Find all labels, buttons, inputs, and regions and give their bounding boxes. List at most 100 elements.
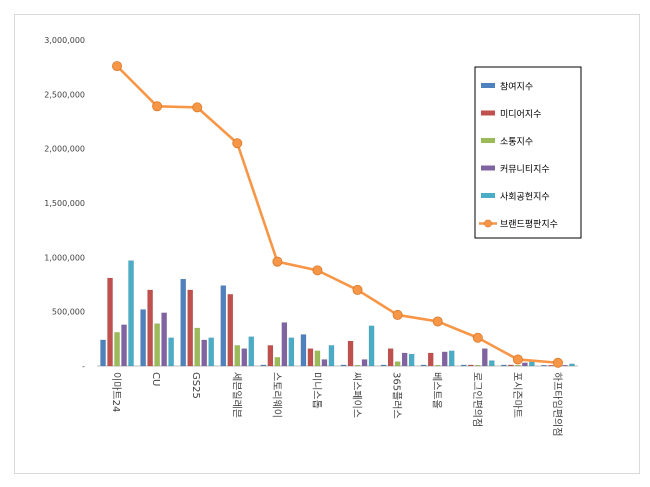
legend-swatch-사회공헌지수	[481, 193, 495, 198]
bar-사회공헌지수-로그인편의점	[488, 360, 495, 367]
bar-커뮤니티지수-베스트올	[441, 351, 448, 367]
bar-참여지수-세븐일레븐	[220, 285, 227, 367]
bar-미디어지수-GS25	[187, 289, 194, 367]
bar-미디어지수-하프타임편의점	[548, 365, 554, 367]
bar-커뮤니티지수-로그인편의점	[481, 348, 488, 367]
bar-미디어지수-포시즌마트	[508, 364, 514, 367]
legend-label: 커뮤니티지수	[500, 164, 550, 175]
legend-label: 미디어지수	[500, 109, 541, 120]
bar-커뮤니티지수-이마트24	[121, 324, 127, 367]
legend-swatch-커뮤니티지수	[481, 165, 495, 171]
legend-swatch-소통지수	[481, 138, 495, 143]
y-tick-label: 500,000	[52, 308, 85, 317]
bar-참여지수-씨스페이스	[340, 364, 347, 367]
x-tick-label: GS25	[190, 372, 201, 399]
bar-사회공헌지수-포시즌마트	[529, 361, 535, 367]
x-tick-label: 미니스톱	[310, 372, 322, 409]
bar-커뮤니티지수-씨스페이스	[361, 359, 368, 367]
bar-미디어지수-미니스톱	[307, 348, 314, 367]
line-브랜드평판지수	[116, 65, 559, 365]
bar-소통지수-씨스페이스	[354, 365, 361, 367]
bar-미디어지수-로그인편의점	[467, 364, 474, 367]
bar-커뮤니티지수-포시즌마트	[522, 362, 528, 367]
bar-커뮤니티지수-365플러스	[401, 352, 408, 367]
x-tick-label: 이마트24	[110, 372, 122, 412]
bar-소통지수-CU	[154, 323, 160, 367]
x-tick-label: CU	[150, 372, 161, 386]
bar-소통지수-세븐일레븐	[234, 345, 241, 367]
bar-미디어지수-이마트24	[107, 277, 113, 367]
bars	[100, 260, 575, 367]
legend-label: 소통지수	[500, 137, 533, 148]
bar-소통지수-스토리웨이	[274, 357, 281, 367]
point-GS25	[192, 102, 203, 113]
legend-swatch-marker	[484, 219, 492, 228]
bar-참여지수-이마트24	[100, 339, 106, 367]
bar-사회공헌지수-미니스톱	[328, 345, 335, 367]
bar-커뮤니티지수-하프타임편의점	[562, 365, 568, 367]
bar-참여지수-미니스톱	[300, 334, 307, 367]
point-로그인편의점	[472, 332, 483, 343]
bar-소통지수-베스트올	[434, 365, 441, 367]
bar-미디어지수-365플러스	[387, 348, 394, 367]
point-씨스페이스	[352, 284, 363, 295]
bar-사회공헌지수-GS25	[208, 337, 215, 367]
x-tick-label: 세븐일레븐	[230, 372, 242, 418]
point-이마트24	[112, 61, 123, 72]
bar-커뮤니티지수-세븐일레븐	[241, 348, 248, 367]
bar-소통지수-GS25	[194, 327, 201, 367]
bar-사회공헌지수-세븐일레븐	[248, 336, 255, 367]
bar-참여지수-CU	[140, 309, 146, 367]
point-스토리웨이	[272, 256, 283, 267]
y-tick-label: -	[82, 362, 85, 371]
bar-참여지수-베스트올	[420, 364, 427, 367]
bar-미디어지수-CU	[147, 289, 153, 367]
bar-미디어지수-세븐일레븐	[227, 294, 234, 367]
bar-커뮤니티지수-스토리웨이	[281, 322, 288, 367]
bar-참여지수-포시즌마트	[501, 364, 507, 367]
bar-참여지수-하프타임편의점	[541, 365, 547, 367]
bar-소통지수-미니스톱	[314, 350, 321, 367]
legend-label: 사회공헌지수	[500, 192, 550, 203]
point-CU	[152, 101, 163, 112]
bar-참여지수-365플러스	[380, 364, 387, 367]
y-tick-label: 2,000,000	[44, 145, 85, 154]
bar-사회공헌지수-씨스페이스	[368, 325, 375, 367]
bar-사회공헌지수-베스트올	[448, 350, 455, 367]
y-tick-label: 3,000,000	[44, 36, 85, 45]
x-tick-label: 베스트올	[431, 372, 443, 409]
bar-미디어지수-스토리웨이	[267, 345, 274, 367]
bar-사회공헌지수-365플러스	[408, 353, 415, 367]
axes: - 500,000 1,000,000 1,500,000 2,000,000 2,500…	[44, 36, 578, 436]
bar-참여지수-GS25	[180, 278, 187, 367]
bar-소통지수-로그인편의점	[474, 365, 481, 367]
point-세븐일레븐	[232, 138, 243, 149]
x-tick-label: 하프타임편의점	[551, 372, 564, 436]
x-tick-label: 로그인편의점	[471, 372, 483, 427]
bar-참여지수-스토리웨이	[260, 364, 267, 367]
bar-커뮤니티지수-CU	[161, 312, 167, 367]
bar-소통지수-365플러스	[394, 361, 401, 367]
legend-swatch-참여지수	[481, 83, 495, 88]
legend-label: 브랜드평판지수	[500, 219, 558, 230]
point-베스트올	[432, 316, 443, 327]
point-포시즌마트	[512, 354, 523, 365]
point-미니스톱	[312, 265, 323, 276]
x-tick-label: 포시즌마트	[511, 372, 523, 418]
bar-사회공헌지수-스토리웨이	[288, 337, 295, 367]
legend-box	[474, 66, 582, 239]
point-365플러스	[392, 309, 403, 320]
point-하프타임편의점	[552, 357, 563, 368]
line-series	[112, 61, 563, 368]
bar-소통지수-포시즌마트	[515, 365, 521, 367]
x-tick-label: 씨스페이스	[351, 372, 363, 418]
bar-커뮤니티지수-미니스톱	[321, 359, 328, 367]
x-tick-label: 스토리웨이	[270, 372, 282, 418]
bar-참여지수-로그인편의점	[460, 364, 467, 367]
y-tick-label: 1,000,000	[44, 253, 85, 262]
legend-label: 참여지수	[500, 81, 533, 93]
bar-소통지수-이마트24	[114, 332, 120, 367]
bar-미디어지수-베스트올	[427, 352, 434, 367]
